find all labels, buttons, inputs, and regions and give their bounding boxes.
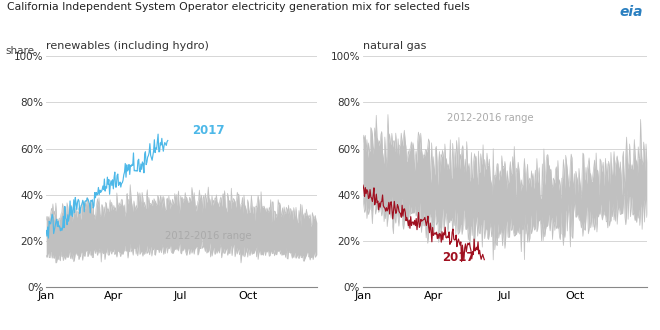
Text: 2012-2016 range: 2012-2016 range bbox=[165, 231, 252, 241]
Text: 2017: 2017 bbox=[442, 250, 475, 264]
Text: California Independent System Operator electricity generation mix for selected f: California Independent System Operator e… bbox=[7, 2, 469, 12]
Text: eia: eia bbox=[620, 5, 644, 19]
Text: 2017: 2017 bbox=[192, 123, 225, 137]
Text: 2012-2016 range: 2012-2016 range bbox=[447, 114, 534, 123]
Text: share: share bbox=[5, 46, 34, 56]
Text: renewables (including hydro): renewables (including hydro) bbox=[46, 41, 209, 51]
Text: natural gas: natural gas bbox=[363, 41, 426, 51]
